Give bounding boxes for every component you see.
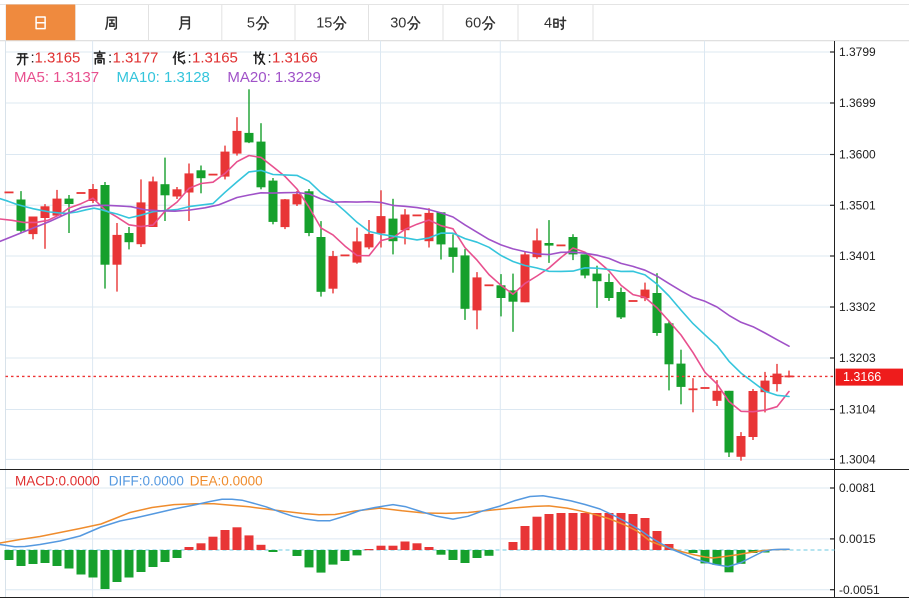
svg-text:DEA:0.0000: DEA:0.0000 [190, 474, 263, 489]
svg-text:1.3302: 1.3302 [839, 300, 876, 314]
svg-text:1.3165: 1.3165 [35, 50, 81, 67]
svg-text:15: 15 [316, 16, 332, 32]
svg-text:1.3177: 1.3177 [113, 50, 159, 67]
svg-text:1.3203: 1.3203 [839, 351, 876, 365]
svg-text:60: 60 [465, 16, 481, 32]
svg-text::: : [188, 50, 192, 67]
svg-text::: : [268, 50, 272, 67]
svg-text:MA10: 1.3128: MA10: 1.3128 [117, 69, 210, 86]
svg-text:5: 5 [247, 16, 255, 32]
svg-text:1.3401: 1.3401 [839, 249, 876, 263]
svg-text:1.3501: 1.3501 [839, 199, 876, 213]
svg-text:1.3166: 1.3166 [272, 50, 318, 67]
svg-text:1.3600: 1.3600 [839, 148, 876, 162]
svg-text:1.3799: 1.3799 [839, 45, 876, 59]
svg-text:MA20: 1.3229: MA20: 1.3229 [227, 69, 320, 86]
svg-text:MA5: 1.3137: MA5: 1.3137 [14, 69, 99, 86]
svg-text:1.3004: 1.3004 [839, 453, 876, 467]
svg-text:30: 30 [390, 16, 406, 32]
svg-text:1.3166: 1.3166 [843, 370, 881, 384]
svg-text:DIFF:0.0000: DIFF:0.0000 [109, 474, 184, 489]
svg-text::: : [31, 50, 35, 67]
svg-text:-0.0051: -0.0051 [839, 583, 880, 597]
svg-text:4: 4 [544, 16, 552, 32]
svg-text:1.3699: 1.3699 [839, 96, 876, 110]
svg-text:1.3104: 1.3104 [839, 403, 876, 417]
svg-text:1.3165: 1.3165 [192, 50, 238, 67]
svg-text::: : [108, 50, 112, 67]
svg-text:MACD:0.0000: MACD:0.0000 [15, 474, 100, 489]
svg-text:0.0081: 0.0081 [839, 481, 876, 495]
svg-text:0.0015: 0.0015 [839, 532, 876, 546]
